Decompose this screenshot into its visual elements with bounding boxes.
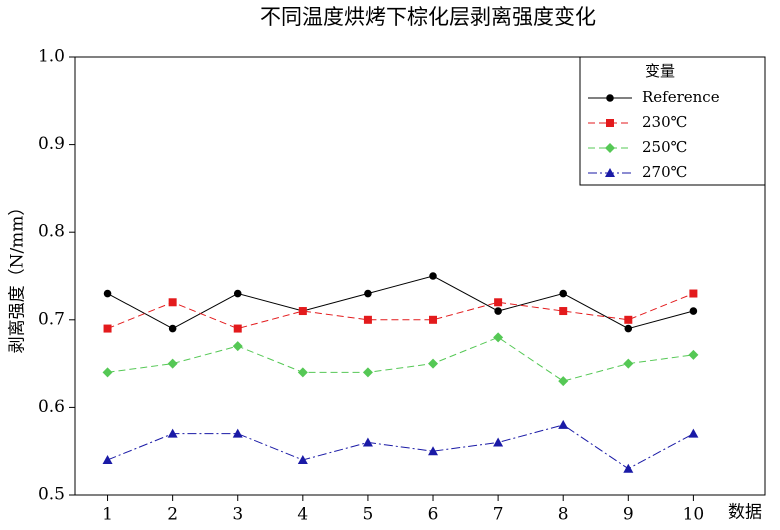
data-point [102,454,113,464]
legend-marker [605,143,615,153]
x-tick-label: 10 [683,505,705,525]
data-point [363,315,372,324]
data-point [167,358,178,369]
data-point [168,324,177,333]
x-tick-label: 9 [623,505,634,525]
x-tick-label: 4 [297,505,308,525]
data-point [559,289,568,298]
legend-label: Reference [642,88,720,106]
data-point [167,428,178,438]
data-point [298,307,307,316]
data-point [232,428,243,438]
y-tick-label: 0.7 [38,309,65,329]
data-point [559,307,568,316]
data-point [623,358,634,369]
data-point [623,463,634,473]
x-tick-label: 3 [232,505,243,525]
legend-marker [605,168,615,177]
x-tick-label: 8 [558,505,569,525]
legend-label: 250℃ [642,138,687,156]
legend-label: 270℃ [642,163,687,181]
series-line [107,424,694,470]
data-point [428,446,439,456]
data-point [429,315,438,324]
data-point [362,437,373,447]
y-tick-label: 0.6 [38,397,65,417]
y-tick-label: 1.0 [38,47,65,67]
data-point [103,324,112,333]
x-tick-label: 1 [102,505,113,525]
data-point [558,376,569,387]
data-point [297,367,308,378]
series-line [107,293,694,330]
data-point [688,428,699,438]
data-point [494,298,503,307]
x-tick-label: 7 [493,505,504,525]
legend-marker [606,94,614,102]
data-point [493,332,504,343]
data-point [233,324,242,333]
data-point [688,349,699,360]
data-point [624,315,633,324]
legend-title: 变量 [645,62,675,80]
series-line [107,275,694,330]
data-point [689,307,698,315]
data-point [362,367,373,378]
data-point [429,272,437,280]
data-point [689,289,698,298]
x-axis-label: 数据 [728,503,762,523]
y-tick-label: 0.8 [38,222,65,242]
y-tick-label: 0.5 [38,485,65,505]
legend-marker [606,119,614,127]
data-point [233,289,242,298]
series-line [107,336,694,382]
legend-label: 230℃ [642,113,687,131]
data-point [624,324,633,333]
data-point [494,307,502,315]
data-point [102,367,113,378]
y-axis-label: 剥离强度（N/mm） [8,199,28,354]
data-point [103,289,112,298]
data-point [364,289,372,298]
data-point [168,298,177,307]
chart-title: 不同温度烘烤下棕化层剥离强度变化 [260,5,596,29]
data-point [428,358,439,369]
data-point [297,454,308,464]
x-tick-label: 5 [363,505,374,525]
data-point [493,437,504,447]
data-point [232,341,243,352]
x-tick-label: 2 [167,505,178,525]
data-point [558,419,569,429]
x-tick-label: 6 [428,505,439,525]
y-tick-label: 0.9 [38,134,65,154]
